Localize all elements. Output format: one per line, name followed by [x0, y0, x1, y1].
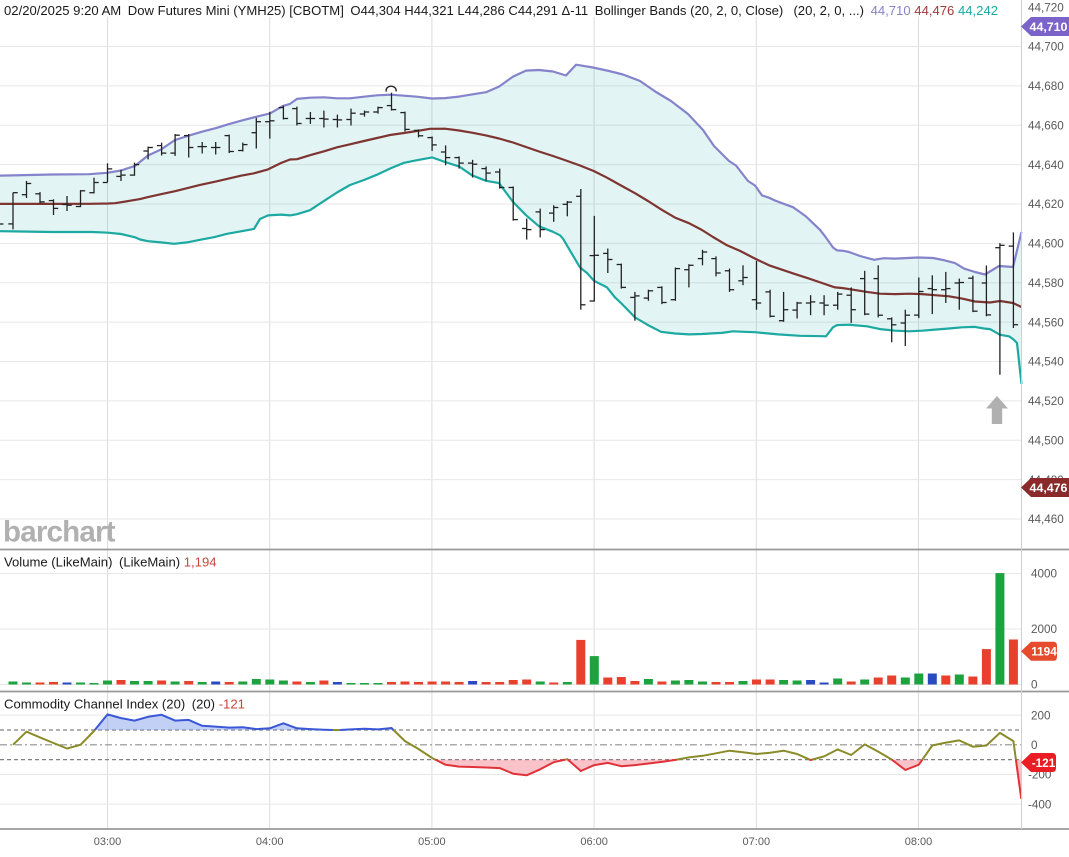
- svg-text:-121: -121: [1032, 756, 1056, 770]
- svg-text:07:00: 07:00: [743, 836, 771, 848]
- svg-text:44,520: 44,520: [1028, 395, 1064, 408]
- svg-text:0: 0: [1031, 679, 1038, 692]
- svg-text:200: 200: [1031, 709, 1051, 722]
- svg-text:08:00: 08:00: [905, 836, 933, 848]
- svg-text:2000: 2000: [1031, 623, 1058, 636]
- svg-text:44,700: 44,700: [1028, 41, 1064, 54]
- svg-text:0: 0: [1031, 739, 1038, 752]
- svg-text:-400: -400: [1028, 798, 1052, 811]
- svg-text:44,476: 44,476: [1030, 481, 1068, 495]
- svg-text:44,620: 44,620: [1028, 198, 1064, 211]
- svg-text:44,560: 44,560: [1028, 316, 1064, 329]
- svg-text:05:00: 05:00: [418, 836, 446, 848]
- svg-text:44,680: 44,680: [1028, 80, 1064, 93]
- svg-text:Volume (LikeMain) (LikeMain) 1: Volume (LikeMain) (LikeMain) 1,194: [4, 555, 217, 570]
- svg-text:06:00: 06:00: [580, 836, 608, 848]
- svg-text:1194: 1194: [1031, 645, 1057, 659]
- svg-text:44,720: 44,720: [1028, 1, 1064, 14]
- svg-text:44,580: 44,580: [1028, 277, 1064, 290]
- svg-text:44,640: 44,640: [1028, 159, 1064, 172]
- svg-text:02/20/2025 9:20 AM Dow Futures: 02/20/2025 9:20 AM Dow Futures Mini (YMH…: [4, 3, 998, 18]
- svg-text:Commodity Channel Index (20) (: Commodity Channel Index (20) (20) -121: [4, 697, 245, 712]
- svg-text:04:00: 04:00: [256, 836, 284, 848]
- svg-text:barchart: barchart: [3, 516, 116, 549]
- svg-text:44,540: 44,540: [1028, 356, 1064, 369]
- svg-text:4000: 4000: [1031, 568, 1058, 581]
- svg-text:44,500: 44,500: [1028, 434, 1064, 447]
- svg-text:44,660: 44,660: [1028, 119, 1064, 132]
- svg-text:44,460: 44,460: [1028, 513, 1064, 526]
- svg-text:44,600: 44,600: [1028, 238, 1064, 251]
- svg-text:03:00: 03:00: [94, 836, 122, 848]
- svg-text:44,710: 44,710: [1030, 20, 1068, 34]
